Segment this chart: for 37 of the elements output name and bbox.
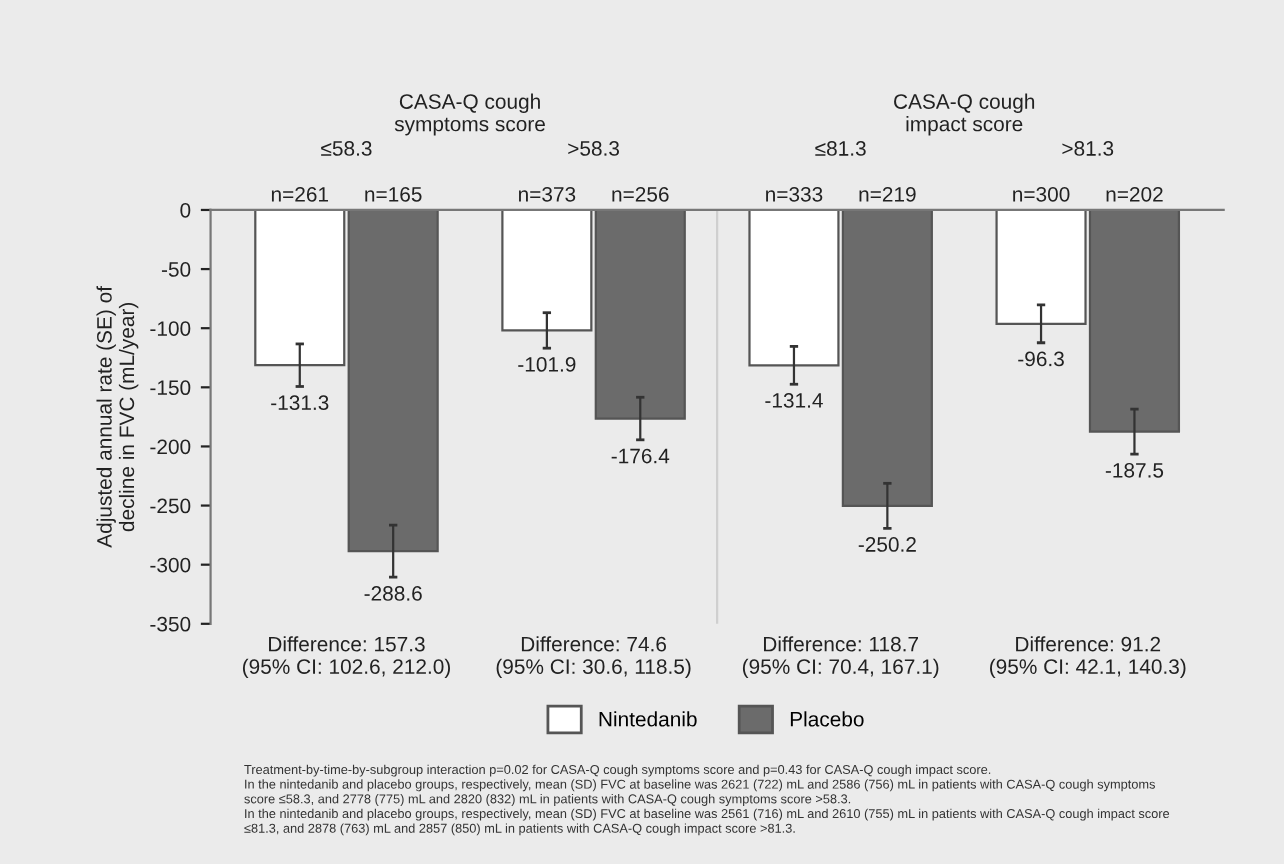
legend-label: Placebo xyxy=(790,711,864,727)
text: Difference: 118.7 (95% CI: 70.4, 167.1) xyxy=(742,636,939,679)
data-label: -96.3 xyxy=(1018,351,1064,367)
text: Difference: 157.3 (95% CI: 102.6, 212.0) xyxy=(242,636,450,679)
y-tick-label: -50 xyxy=(161,262,191,277)
x-tick-label: ≤81.3 xyxy=(815,141,866,156)
data-label: -176.4 xyxy=(611,448,670,464)
x-tick-label: >58.3 xyxy=(568,141,620,156)
data-label: -131.3 xyxy=(271,395,329,411)
data-label: -250.2 xyxy=(858,537,916,552)
text: n=333 xyxy=(766,186,823,202)
x-tick-label: >81.3 xyxy=(1062,141,1114,156)
text: CASA-Q cough symptoms score xyxy=(394,93,545,136)
data-label: -187.5 xyxy=(1105,462,1164,478)
y-tick-label: -250 xyxy=(150,498,191,514)
text: n=300 xyxy=(1013,186,1070,202)
legend-label: Nintedanib xyxy=(599,711,697,727)
y-tick-label: -100 xyxy=(150,321,191,336)
text: Difference: 74.6 (95% CI: 30.6, 118.5) xyxy=(496,636,691,679)
text: CASA-Q cough impact score xyxy=(894,93,1035,136)
data-label: -288.6 xyxy=(364,586,422,601)
y-tick-label: -350 xyxy=(150,616,191,632)
y-axis-title: Adjusted annual rate (SE) of decline in FVC (mL/year) xyxy=(96,285,139,548)
text: n=261 xyxy=(271,186,329,202)
data-label: -131.4 xyxy=(765,393,823,408)
text: n=373 xyxy=(519,186,576,202)
y-tick-label: -300 xyxy=(150,557,191,573)
text: n=219 xyxy=(859,186,916,202)
text: Difference: 91.2 (95% CI: 42.1, 140.3) xyxy=(990,636,1186,679)
text: n=202 xyxy=(1106,186,1163,202)
y-tick-label: 0 xyxy=(180,202,191,218)
data-label: -101.9 xyxy=(518,357,576,372)
y-tick-label: -150 xyxy=(150,380,191,396)
text: n=256 xyxy=(612,186,669,202)
y-tick-label: -200 xyxy=(150,439,191,455)
x-tick-label: ≤58.3 xyxy=(321,141,372,156)
text: n=165 xyxy=(365,186,422,202)
